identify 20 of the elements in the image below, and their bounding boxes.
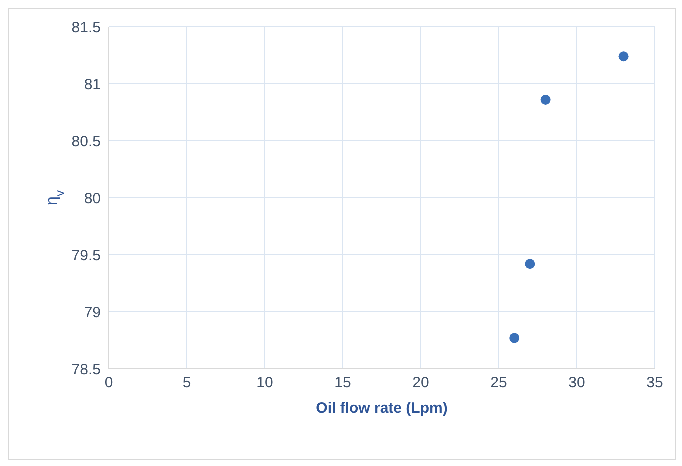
x-tick-label: 5 [182,374,192,392]
point [618,52,629,62]
point [525,259,536,270]
y-tick-label: 79 [84,304,101,322]
y-tick-label: 80 [84,190,101,208]
y-tick-label: 79.5 [72,247,101,264]
x-tick-label: 25 [490,374,508,392]
x-tick-label: 10 [256,374,274,392]
point [540,94,551,105]
x-tick-label: 30 [568,374,586,392]
x-tick-label: 15 [334,374,352,392]
x-tick-label: 0 [104,374,114,392]
point [510,333,520,344]
x-tick-label: 20 [412,374,430,392]
y-tick-label: 81 [84,76,101,94]
y-tick-label: 81.5 [72,19,101,36]
y-tick-label: 78.5 [72,361,101,378]
x-axis-title: Oil flow rate (Lpm) [316,400,448,417]
y-tick-label: 80.5 [72,133,101,150]
x-tick-label: 35 [646,374,664,392]
